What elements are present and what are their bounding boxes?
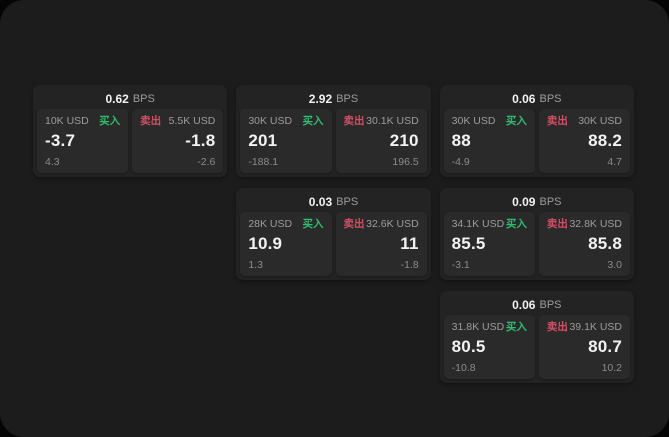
buy-delta: 4.3 xyxy=(45,156,60,168)
buy-label: 买入 xyxy=(505,218,527,230)
sell-tile[interactable]: 卖出 39.1K USD 80.7 10.2 xyxy=(538,315,630,379)
buy-delta: -3.1 xyxy=(451,259,470,271)
sell-label: 卖出 xyxy=(140,115,162,127)
bps-value: 2.92 xyxy=(308,92,333,106)
sell-amount: 32.6K USD xyxy=(366,218,419,230)
bps-unit-label: BPS xyxy=(132,93,155,105)
buy-label: 买入 xyxy=(505,321,527,333)
quote-card-body: 31.8K USD 买入 80.5 -10.8 卖出 39.1K USD 80.… xyxy=(443,315,630,379)
sell-price: 80.7 xyxy=(588,337,622,356)
sell-label: 卖出 xyxy=(343,218,365,230)
buy-delta: -4.9 xyxy=(451,156,470,168)
buy-price: 80.5 xyxy=(451,337,486,356)
buy-amount: 30K USD xyxy=(248,115,293,127)
buy-label: 买入 xyxy=(505,115,527,127)
bps-value: 0.03 xyxy=(308,195,333,209)
sell-amount: 39.1K USD xyxy=(569,321,622,333)
quote-card: 0.62 BPS 10K USD 买入 -3.7 4.3 卖出 5.5K USD xyxy=(33,85,228,177)
sell-price: 11 xyxy=(400,234,419,253)
quote-card: 0.03 BPS 28K USD 买入 10.9 1.3 卖出 32.6K US… xyxy=(236,188,431,280)
sell-delta: -2.6 xyxy=(197,156,216,168)
quote-card: 2.92 BPS 30K USD 买入 201 -188.1 卖出 30.1K … xyxy=(236,85,431,177)
bps-header: 0.06 BPS xyxy=(444,89,630,109)
bps-header: 0.62 BPS xyxy=(37,89,223,109)
sell-amount: 5.5K USD xyxy=(168,115,216,127)
buy-tile[interactable]: 30K USD 买入 201 -188.1 xyxy=(240,109,332,173)
buy-price: 10.9 xyxy=(248,234,283,253)
buy-tile[interactable]: 28K USD 买入 10.9 1.3 xyxy=(240,212,332,276)
sell-delta: -1.8 xyxy=(400,259,419,271)
buy-tile[interactable]: 34.1K USD 买入 85.5 -3.1 xyxy=(443,212,535,276)
buy-label: 买入 xyxy=(302,115,324,127)
buy-amount: 34.1K USD xyxy=(451,218,505,230)
sell-delta: 4.7 xyxy=(607,156,622,168)
bps-header: 2.92 BPS xyxy=(240,89,426,109)
sell-tile[interactable]: 卖出 30.1K USD 210 196.5 xyxy=(335,109,427,173)
quote-card-body: 30K USD 买入 201 -188.1 卖出 30.1K USD 210 1… xyxy=(240,109,427,173)
bps-unit-label: BPS xyxy=(539,196,562,208)
bps-header: 0.03 BPS xyxy=(240,192,426,212)
buy-amount: 10K USD xyxy=(45,115,89,127)
bps-value: 0.06 xyxy=(512,298,536,312)
sell-label: 卖出 xyxy=(546,115,568,127)
buy-tile[interactable]: 31.8K USD 买入 80.5 -10.8 xyxy=(443,315,535,379)
sell-tile[interactable]: 卖出 32.8K USD 85.8 3.0 xyxy=(538,212,630,276)
sell-tile[interactable]: 卖出 30K USD 88.2 4.7 xyxy=(538,109,630,173)
sell-amount: 30.1K USD xyxy=(366,115,419,127)
sell-amount: 30K USD xyxy=(578,115,622,127)
quote-card: 0.09 BPS 34.1K USD 买入 85.5 -3.1 卖出 32.8K… xyxy=(439,188,634,280)
buy-price: 85.5 xyxy=(451,234,486,253)
bps-header: 0.09 BPS xyxy=(444,192,630,212)
bps-unit-label: BPS xyxy=(336,196,359,208)
sell-tile[interactable]: 卖出 5.5K USD -1.8 -2.6 xyxy=(132,109,224,173)
buy-amount: 31.8K USD xyxy=(451,321,505,333)
sell-delta: 10.2 xyxy=(601,362,622,374)
buy-delta: -188.1 xyxy=(248,156,279,168)
buy-price: 201 xyxy=(248,131,278,150)
buy-amount: 28K USD xyxy=(248,218,293,230)
bps-unit-label: BPS xyxy=(539,93,562,105)
quote-card-body: 34.1K USD 买入 85.5 -3.1 卖出 32.8K USD 85.8… xyxy=(443,212,630,276)
sell-label: 卖出 xyxy=(546,321,568,333)
sell-price: 210 xyxy=(389,131,419,150)
sell-delta: 196.5 xyxy=(392,156,419,168)
sell-label: 卖出 xyxy=(343,115,365,127)
quote-card: 0.06 BPS 30K USD 买入 88 -4.9 卖出 30K USD xyxy=(439,85,634,177)
bps-value: 0.06 xyxy=(512,92,536,106)
bps-header: 0.06 BPS xyxy=(444,295,630,315)
quote-card-body: 10K USD 买入 -3.7 4.3 卖出 5.5K USD -1.8 -2.… xyxy=(37,109,224,173)
sell-price: -1.8 xyxy=(185,131,216,150)
bps-unit-label: BPS xyxy=(539,299,562,311)
buy-tile[interactable]: 10K USD 买入 -3.7 4.3 xyxy=(37,109,129,173)
quote-card-body: 28K USD 买入 10.9 1.3 卖出 32.6K USD 11 -1.8 xyxy=(240,212,427,276)
bps-value: 0.09 xyxy=(512,195,536,209)
buy-label: 买入 xyxy=(99,115,121,127)
sell-price: 85.8 xyxy=(588,234,622,253)
buy-tile[interactable]: 30K USD 买入 88 -4.9 xyxy=(443,109,535,173)
bps-value: 0.62 xyxy=(105,92,129,106)
buy-delta: -10.8 xyxy=(451,362,476,374)
buy-amount: 30K USD xyxy=(451,115,496,127)
buy-price: -3.7 xyxy=(45,131,76,150)
sell-tile[interactable]: 卖出 32.6K USD 11 -1.8 xyxy=(335,212,427,276)
quote-card-body: 30K USD 买入 88 -4.9 卖出 30K USD 88.2 4.7 xyxy=(443,109,630,173)
quote-card-grid: 0.62 BPS 10K USD 买入 -3.7 4.3 卖出 5.5K USD xyxy=(33,85,634,383)
sell-delta: 3.0 xyxy=(607,259,622,271)
sell-label: 卖出 xyxy=(546,218,568,230)
quote-card: 0.06 BPS 31.8K USD 买入 80.5 -10.8 卖出 39.1… xyxy=(439,291,634,383)
sell-amount: 32.8K USD xyxy=(569,218,622,230)
sell-price: 88.2 xyxy=(588,131,622,150)
buy-label: 买入 xyxy=(302,218,324,230)
buy-delta: 1.3 xyxy=(248,259,263,271)
buy-price: 88 xyxy=(451,131,471,150)
bps-unit-label: BPS xyxy=(336,93,359,105)
